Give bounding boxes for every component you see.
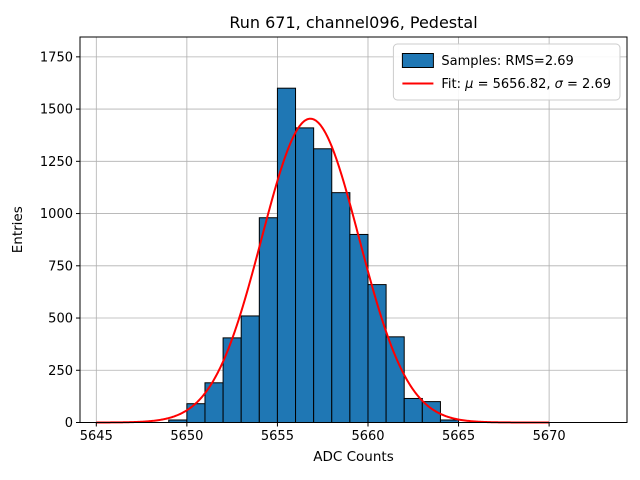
y-tick-label: 500 bbox=[48, 312, 73, 327]
histogram-bar bbox=[313, 148, 333, 423]
x-tick-label: 5670 bbox=[533, 429, 566, 444]
y-tick-label: 250 bbox=[48, 364, 73, 379]
x-tick-label: 5645 bbox=[80, 429, 113, 444]
histogram-bars bbox=[168, 87, 460, 424]
legend-label: Samples: RMS=2.69 bbox=[441, 54, 573, 69]
y-tick-label: 1250 bbox=[40, 155, 73, 170]
histogram-bar bbox=[331, 192, 351, 423]
x-tick-label: 5655 bbox=[261, 429, 294, 444]
plot-area: 5645 5650 5655 5660 5665 5670 0 250 500 750 1000 12… bbox=[40, 36, 628, 444]
legend: Samples: RMS=2.69 Fit: μ = 5656.82, σ = 2… bbox=[392, 43, 621, 101]
histogram-bar bbox=[240, 315, 260, 423]
histogram-bar bbox=[385, 336, 405, 423]
x-tick-label: 5660 bbox=[351, 429, 384, 444]
x-tick-label: 5650 bbox=[170, 429, 203, 444]
y-tick-label: 750 bbox=[48, 259, 73, 274]
tick-labels: 5645 5650 5655 5660 5665 5670 0 250 500 750 1000 12… bbox=[40, 50, 566, 444]
y-tick-label: 1750 bbox=[40, 50, 73, 65]
legend-swatch-patch bbox=[401, 53, 434, 68]
chart-title: Run 671, channel096, Pedestal bbox=[229, 13, 477, 32]
axis-ticks bbox=[76, 56, 550, 427]
y-tick-label: 1500 bbox=[40, 103, 73, 118]
legend-label: Fit: μ = 5656.82, σ = 2.69 bbox=[441, 77, 611, 92]
fit-curve bbox=[96, 117, 550, 424]
histogram-bar bbox=[295, 127, 315, 423]
legend-box bbox=[392, 43, 621, 101]
y-tick-label: 1000 bbox=[40, 207, 73, 222]
y-tick-label: 0 bbox=[65, 416, 73, 431]
histogram-bar bbox=[222, 337, 242, 424]
y-axis-label: Entries bbox=[10, 206, 26, 253]
histogram-bar bbox=[186, 403, 206, 424]
x-axis-label: ADC Counts bbox=[313, 449, 393, 465]
plot-frame bbox=[79, 36, 628, 423]
histogram-bar bbox=[258, 217, 278, 423]
histogram-bar bbox=[403, 397, 423, 424]
x-tick-label: 5665 bbox=[442, 429, 475, 444]
